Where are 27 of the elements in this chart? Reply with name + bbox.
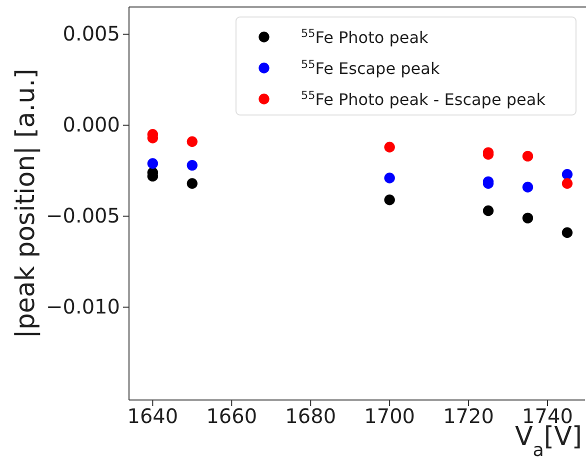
point [384,194,395,206]
y-tick-label: 0.000 [62,112,120,137]
legend-label: $^{55}$Fe Photo peak - Escape peak [301,88,546,109]
x-tick-label: 1660 [206,404,258,428]
x-tick-label: 1640 [127,404,178,428]
point [562,169,573,180]
point [186,136,198,147]
point [384,172,395,184]
point [562,178,573,189]
x-tick-label: 1720 [443,404,494,428]
point [384,142,395,152]
point [186,178,198,189]
y-tick-label: −0.010 [46,294,120,319]
point [186,160,198,171]
y-tick-label: −0.005 [46,204,120,228]
point [482,205,494,216]
point [522,212,534,224]
legend-label: $^{55}$Fe Escape peak [301,58,440,78]
x-tick-label: 1700 [364,404,416,428]
point [147,158,158,169]
legend-label: $^{55}$Fe Photo peak [301,26,430,47]
y-axis-title: |peak position| [a.u.] [11,68,41,338]
point [562,227,573,238]
x-tick-label: 1680 [285,404,336,428]
point [522,150,534,162]
y-tick-label: 0.005 [62,22,120,46]
point [522,182,534,192]
